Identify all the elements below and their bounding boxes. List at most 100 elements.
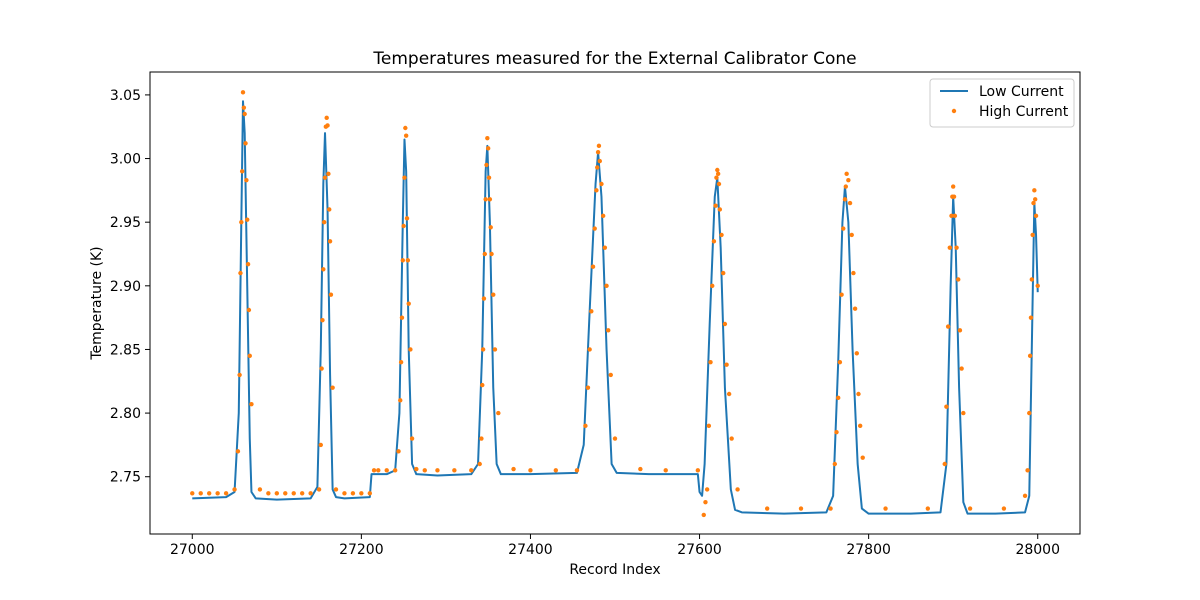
x-tick-label: 27400 [508,542,553,558]
data-point [240,90,246,95]
data-point [832,461,838,467]
data-point [483,197,488,202]
data-point [392,468,398,473]
y-axis: 2.75 2.80 2.85 2.90 2.95 3.00 3.05 [110,88,150,486]
data-point [703,499,708,505]
data-point [491,292,496,297]
data-point [724,362,729,367]
data-point [585,385,591,390]
data-point [330,385,335,390]
data-point [511,466,516,472]
data-point [951,194,957,199]
legend-label-high-current: High Current [979,104,1069,120]
data-point [1027,410,1032,416]
data-point [798,506,804,511]
data-point [711,239,717,244]
data-point [190,491,195,496]
data-point [398,398,403,403]
data-point [480,382,485,388]
data-point [496,410,501,416]
data-point [717,207,723,212]
data-point [1030,232,1035,238]
data-point [947,245,952,250]
y-axis-title: Temperature (K) [89,246,105,360]
data-point [409,436,415,441]
y-tick-label: 2.75 [110,470,141,486]
data-point [1029,277,1035,282]
data-point [246,307,252,313]
data-point [839,292,844,297]
data-point [597,158,602,164]
data-point [967,506,973,511]
chart-title: Temperatures measured for the External C… [372,49,856,69]
data-point [241,105,247,110]
data-point [856,391,861,397]
data-point [1022,493,1028,499]
data-point [402,175,407,180]
data-point [485,146,491,151]
data-point [959,366,964,371]
data-point [590,264,596,269]
x-tick-label: 27200 [339,542,384,558]
data-point [489,251,494,257]
data-point [950,184,956,189]
data-point [488,225,493,230]
data-point [403,125,408,131]
data-point [371,468,377,473]
data-point [422,468,427,473]
data-point [477,461,482,467]
data-point [604,283,609,289]
data-point [215,491,220,496]
data-point [484,162,489,168]
data-point [957,328,963,333]
data-point [316,487,322,492]
data-point [726,391,732,397]
data-point [945,324,951,329]
data-point [704,487,710,492]
data-point [1032,188,1037,193]
data-point [1025,468,1030,473]
data-point [713,203,718,208]
data-point [592,226,597,231]
data-point [851,270,856,276]
data-point [834,429,839,435]
data-point [244,177,249,183]
data-point [487,197,493,202]
data-point [942,461,947,467]
data-point [1031,200,1036,206]
data-point [308,491,313,496]
data-point [596,143,602,149]
data-point [735,487,740,492]
data-point [401,223,406,229]
data-point [587,347,592,352]
data-point [408,347,413,352]
data-point [846,177,851,183]
data-point [404,216,410,221]
data-point [399,315,405,320]
x-tick-label: 27600 [677,542,722,558]
data-point [842,197,848,202]
data-point [860,455,865,460]
data-point [245,261,251,267]
data-point [486,175,492,180]
data-point [232,487,237,492]
data-point [342,491,347,496]
data-point [949,213,954,219]
data-point [245,217,250,222]
y-tick-label: 3.05 [110,88,141,104]
data-point [318,442,323,448]
data-point [481,296,487,301]
data-point [480,347,486,352]
data-point [716,181,722,187]
data-point [492,347,498,352]
series-line [192,100,1039,515]
data-point [319,366,324,371]
data-point [469,468,474,473]
x-axis: 27000 27200 27400 27600 27800 28000 [170,534,1060,558]
data-point [710,283,715,289]
data-point [857,423,863,429]
data-point [266,491,271,496]
data-point [606,328,611,333]
y-tick-label: 2.90 [110,279,141,295]
data-point [714,175,719,180]
